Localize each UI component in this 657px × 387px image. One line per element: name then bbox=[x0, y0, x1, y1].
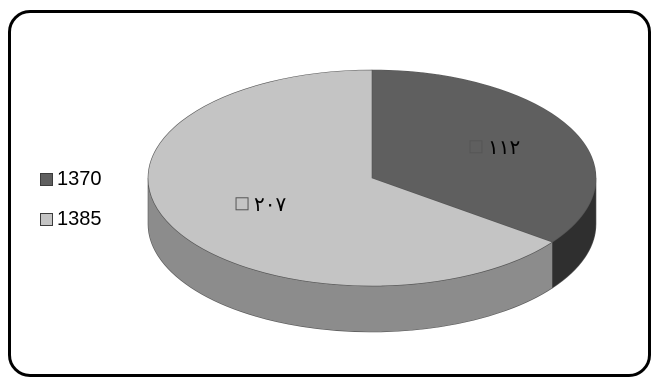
data-label-1370: ١١٢ bbox=[469, 135, 520, 159]
slice-1385 bbox=[147, 69, 553, 287]
legend-swatch-1385 bbox=[40, 212, 53, 226]
legend-swatch-1370 bbox=[40, 172, 53, 186]
slice-1370 bbox=[371, 69, 597, 243]
legend-label-1370: 1370 bbox=[57, 167, 102, 190]
data-label-marker-1385 bbox=[235, 197, 249, 211]
chart-legend: 1370 1385 bbox=[40, 166, 102, 246]
legend-item-1370: 1370 bbox=[40, 166, 102, 192]
legend-label-1385: 1385 bbox=[57, 207, 102, 230]
data-label-value-1385: ٢٠٧ bbox=[254, 192, 286, 216]
legend-item-1385: 1385 bbox=[40, 206, 102, 232]
data-label-marker-1370 bbox=[469, 140, 483, 154]
data-label-value-1370: ١١٢ bbox=[488, 135, 520, 159]
data-label-1385: ٢٠٧ bbox=[235, 192, 287, 216]
